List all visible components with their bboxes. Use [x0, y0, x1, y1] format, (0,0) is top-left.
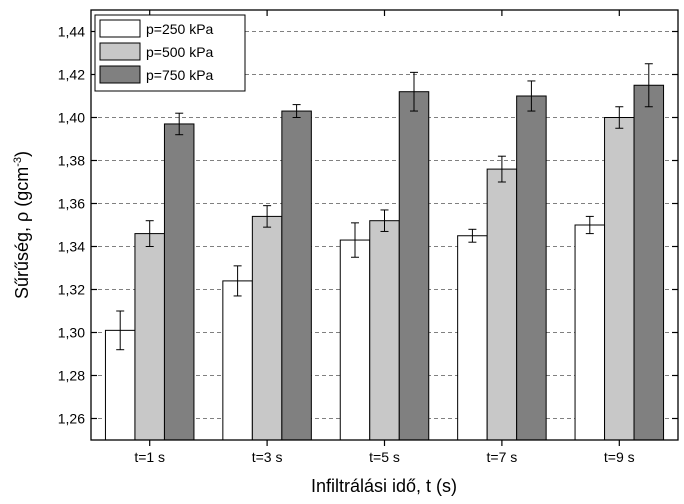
x-tick-label: t=1 s: [134, 449, 165, 465]
bar: [633, 84, 665, 441]
bar: [163, 123, 195, 441]
bar: [281, 110, 312, 441]
x-tick-label: t=9 s: [604, 449, 635, 465]
y-tick-label: 1,34: [58, 239, 85, 255]
legend-swatch: [99, 65, 141, 84]
bar: [457, 235, 488, 441]
bar: [574, 224, 606, 441]
x-tick-label: t=5 s: [369, 449, 400, 465]
y-tick-label: 1,44: [58, 24, 85, 40]
y-tick-label: 1,32: [58, 282, 85, 298]
bar: [369, 220, 400, 441]
x-axis-title: Infiltrálási idő, t (s): [311, 476, 457, 496]
x-tick-label: t=7 s: [487, 449, 518, 465]
y-tick-label: 1,28: [58, 368, 85, 384]
y-tick-label: 1,36: [58, 196, 85, 212]
y-axis-title-end: ): [12, 151, 32, 157]
bar: [222, 280, 253, 441]
bar: [251, 215, 283, 441]
bar: [486, 168, 518, 441]
bar: [134, 233, 165, 441]
y-axis: 1,26 1,28 1,30 1,32 1,34 1,36 1,38 1,40 1,42 1,44: [58, 24, 678, 427]
legend-label: p=750 kPa: [146, 67, 214, 83]
bar: [398, 91, 430, 441]
legend: p=250 kPa p=500 kPa p=750 kPa: [94, 14, 246, 92]
y-axis-title: Sűrűség, ρ (gcm-3): [12, 151, 32, 299]
bar: [604, 117, 635, 441]
y-tick-label: 1,42: [58, 67, 85, 83]
y-tick-label: 1,30: [58, 325, 85, 341]
y-axis-title-main: Sűrűség, ρ (gcm: [12, 167, 32, 299]
y-axis-title-superscript: -3: [12, 157, 24, 167]
y-tick-label: 1,26: [58, 411, 85, 427]
legend-label: p=250 kPa: [146, 21, 214, 37]
x-axis: t=1 s t=3 s t=5 s t=7 s t=9 s: [134, 10, 635, 465]
legend-label: p=500 kPa: [146, 44, 214, 60]
bars: [104, 84, 665, 441]
legend-swatch: [99, 42, 141, 61]
legend-swatch: [99, 19, 141, 38]
bar: [339, 239, 371, 441]
y-tick-label: 1,38: [58, 153, 85, 169]
y-tick-label: 1,40: [58, 110, 85, 126]
bar: [516, 95, 547, 441]
x-tick-label: t=3 s: [252, 449, 283, 465]
error-bars: [116, 63, 653, 351]
